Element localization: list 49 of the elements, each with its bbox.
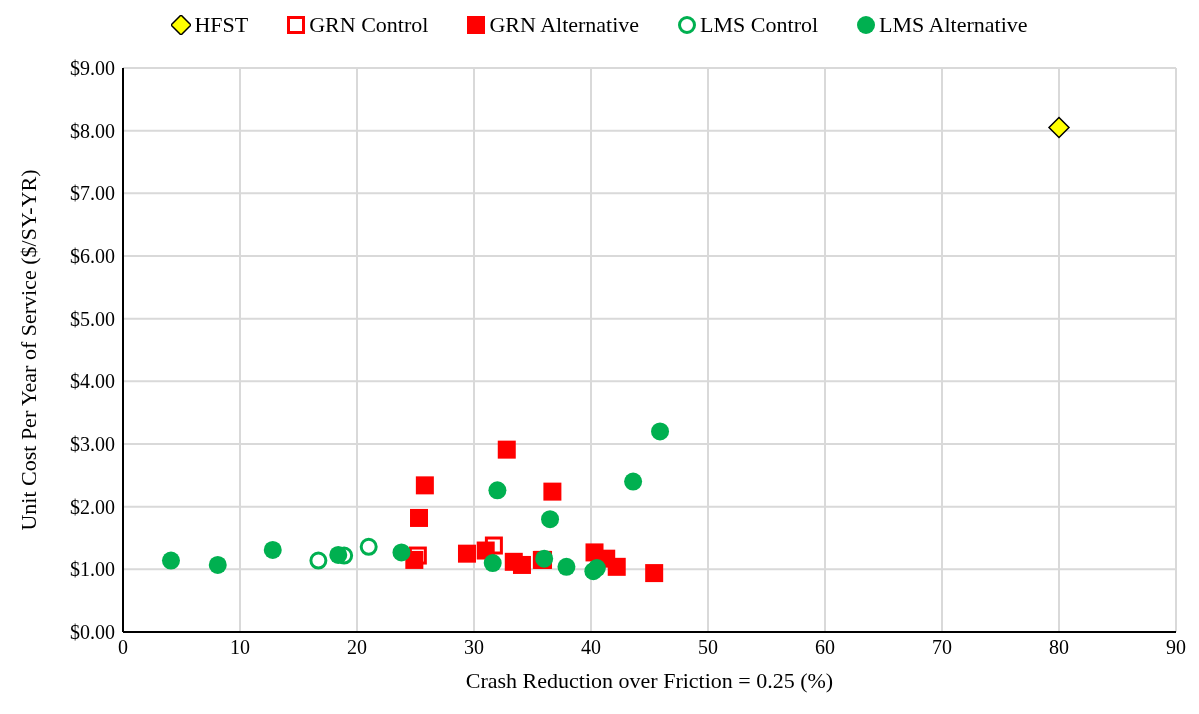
legend-label: LMS Alternative [879, 12, 1028, 38]
legend-label: GRN Control [309, 12, 429, 38]
point [392, 543, 411, 562]
point [541, 510, 560, 529]
point [457, 544, 476, 563]
y-tick-label: $1.00 [70, 558, 115, 581]
point [607, 557, 626, 576]
point [415, 476, 434, 495]
legend-label: GRN Alternative [489, 12, 640, 38]
point [645, 564, 664, 583]
point [309, 551, 328, 570]
point [1048, 116, 1070, 139]
point [543, 482, 562, 501]
y-tick-label: $4.00 [70, 370, 115, 393]
point [208, 555, 227, 574]
y-tick-label: $0.00 [70, 621, 115, 644]
point [512, 555, 531, 574]
point [483, 554, 502, 573]
legend-label: LMS Control [700, 12, 819, 38]
legend-label: HFST [194, 12, 249, 38]
x-tick-label: 50 [698, 636, 718, 659]
y-tick-label: $8.00 [70, 119, 115, 142]
x-tick-label: 80 [1049, 636, 1069, 659]
y-tick-label: $5.00 [70, 307, 115, 330]
x-axis-title: Crash Reduction over Friction = 0.25 (%) [465, 668, 834, 693]
point [359, 537, 378, 556]
x-tick-label: 60 [815, 636, 835, 659]
y-axis-title: Unit Cost Per Year of Service ($/SY-YR) [15, 169, 41, 531]
point [557, 557, 576, 576]
point [263, 540, 282, 559]
x-tick-label: 40 [581, 636, 601, 659]
point [329, 545, 348, 564]
point [497, 440, 516, 459]
x-tick-label: 0 [118, 636, 128, 659]
x-tick-label: 90 [1166, 636, 1186, 659]
point [488, 481, 507, 500]
point [624, 472, 643, 491]
y-tick-label: $3.00 [70, 433, 115, 456]
y-tick-label: $9.00 [70, 57, 115, 80]
point [410, 508, 429, 527]
y-tick-label: $7.00 [70, 182, 115, 205]
x-tick-label: 10 [230, 636, 250, 659]
y-tick-label: $2.00 [70, 495, 115, 518]
y-tick-label: $6.00 [70, 245, 115, 268]
x-tick-label: 20 [347, 636, 367, 659]
x-tick-label: 70 [932, 636, 952, 659]
x-tick-label: 30 [464, 636, 484, 659]
point [161, 551, 180, 570]
point [651, 422, 670, 441]
